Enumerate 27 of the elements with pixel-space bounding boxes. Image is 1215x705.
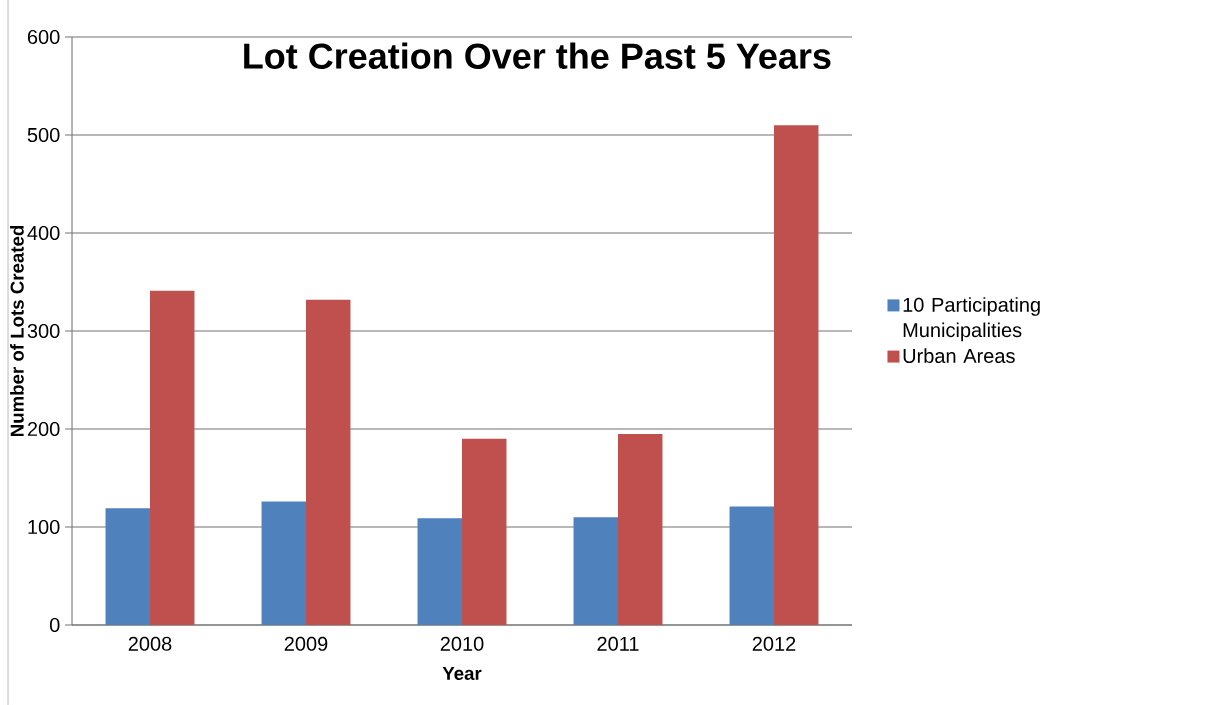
- bar: [729, 506, 774, 625]
- y-tick-label: 500: [27, 127, 60, 143]
- bar: [618, 433, 663, 625]
- legend-label: Urban Areas: [903, 348, 1015, 363]
- chart-title: Lot Creation Over the Past 5 Years: [244, 42, 831, 69]
- bar: [306, 299, 351, 625]
- x-tick-label: 2011: [597, 636, 639, 651]
- bar: [462, 438, 507, 625]
- x-tick-label: 2008: [128, 636, 172, 651]
- y-tick-label: 0: [49, 617, 60, 633]
- y-tick-label: 200: [27, 421, 60, 437]
- bar: [105, 508, 151, 625]
- bar: [417, 518, 462, 625]
- bar: [150, 290, 195, 625]
- bar: [261, 501, 306, 625]
- bar: [573, 517, 618, 625]
- bar: [774, 125, 819, 625]
- y-axis-title: Number of Lots Created: [10, 225, 24, 437]
- x-tick-label: 2010: [440, 636, 484, 651]
- y-tick-label: 300: [27, 323, 60, 339]
- x-tick-label: 2009: [284, 636, 328, 651]
- legend-label: 10 Participating Municipalities: [903, 297, 1040, 342]
- y-tick-label: 100: [28, 519, 60, 535]
- y-tick-label: 400: [27, 225, 60, 241]
- y-tick-label: 600: [27, 29, 60, 45]
- x-tick-label: 2012: [752, 636, 796, 651]
- x-axis-title: Year: [442, 667, 482, 681]
